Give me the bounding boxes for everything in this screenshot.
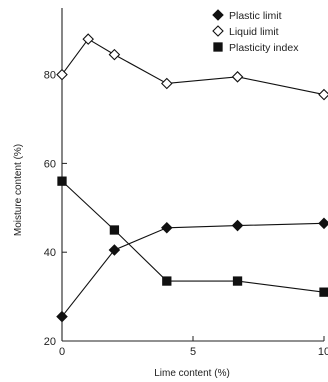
x-tick-label: 5 [190, 346, 196, 358]
data-point [162, 276, 172, 286]
series-line [61, 222, 325, 317]
legend-label: Liquid limit [229, 26, 279, 38]
legend-label: Plastic limit [229, 10, 282, 22]
series-line [61, 38, 325, 96]
axes: 20 40 60 80 0 5 10 [44, 8, 328, 358]
series-plastic-limit [56, 217, 328, 323]
y-tick-label: 40 [44, 247, 56, 259]
data-point [232, 276, 243, 286]
x-tick-label: 10 [318, 346, 328, 358]
data-point [231, 71, 244, 83]
data-point [231, 219, 244, 232]
series-layer [56, 33, 328, 323]
series-liquid-limit [56, 33, 328, 101]
data-point [82, 33, 94, 45]
data-point [56, 310, 68, 323]
data-point [56, 68, 68, 81]
series-line [61, 180, 325, 293]
y-tick-label: 60 [44, 158, 56, 170]
series-plasticity-index [57, 176, 328, 297]
data-point [161, 77, 173, 90]
x-axis-label: Lime content (%) [154, 368, 230, 379]
data-point [108, 48, 121, 61]
data-point [319, 287, 328, 297]
legend-marker [212, 9, 224, 21]
y-axis-label: Moisture content (%) [13, 144, 24, 236]
legend: Plastic limit Liquid limit Plasticity inde… [212, 9, 299, 54]
legend-marker [212, 25, 224, 37]
y-tick-label: 80 [44, 70, 56, 82]
legend-label: Plasticity index [229, 42, 299, 54]
data-point [318, 88, 328, 101]
data-point [109, 225, 120, 235]
y-tick-label: 20 [44, 336, 56, 348]
data-point [161, 222, 173, 234]
data-point [57, 176, 67, 186]
x-tick-label: 0 [59, 346, 65, 358]
data-point [108, 244, 121, 256]
data-point [318, 217, 328, 230]
legend-marker [213, 42, 223, 52]
